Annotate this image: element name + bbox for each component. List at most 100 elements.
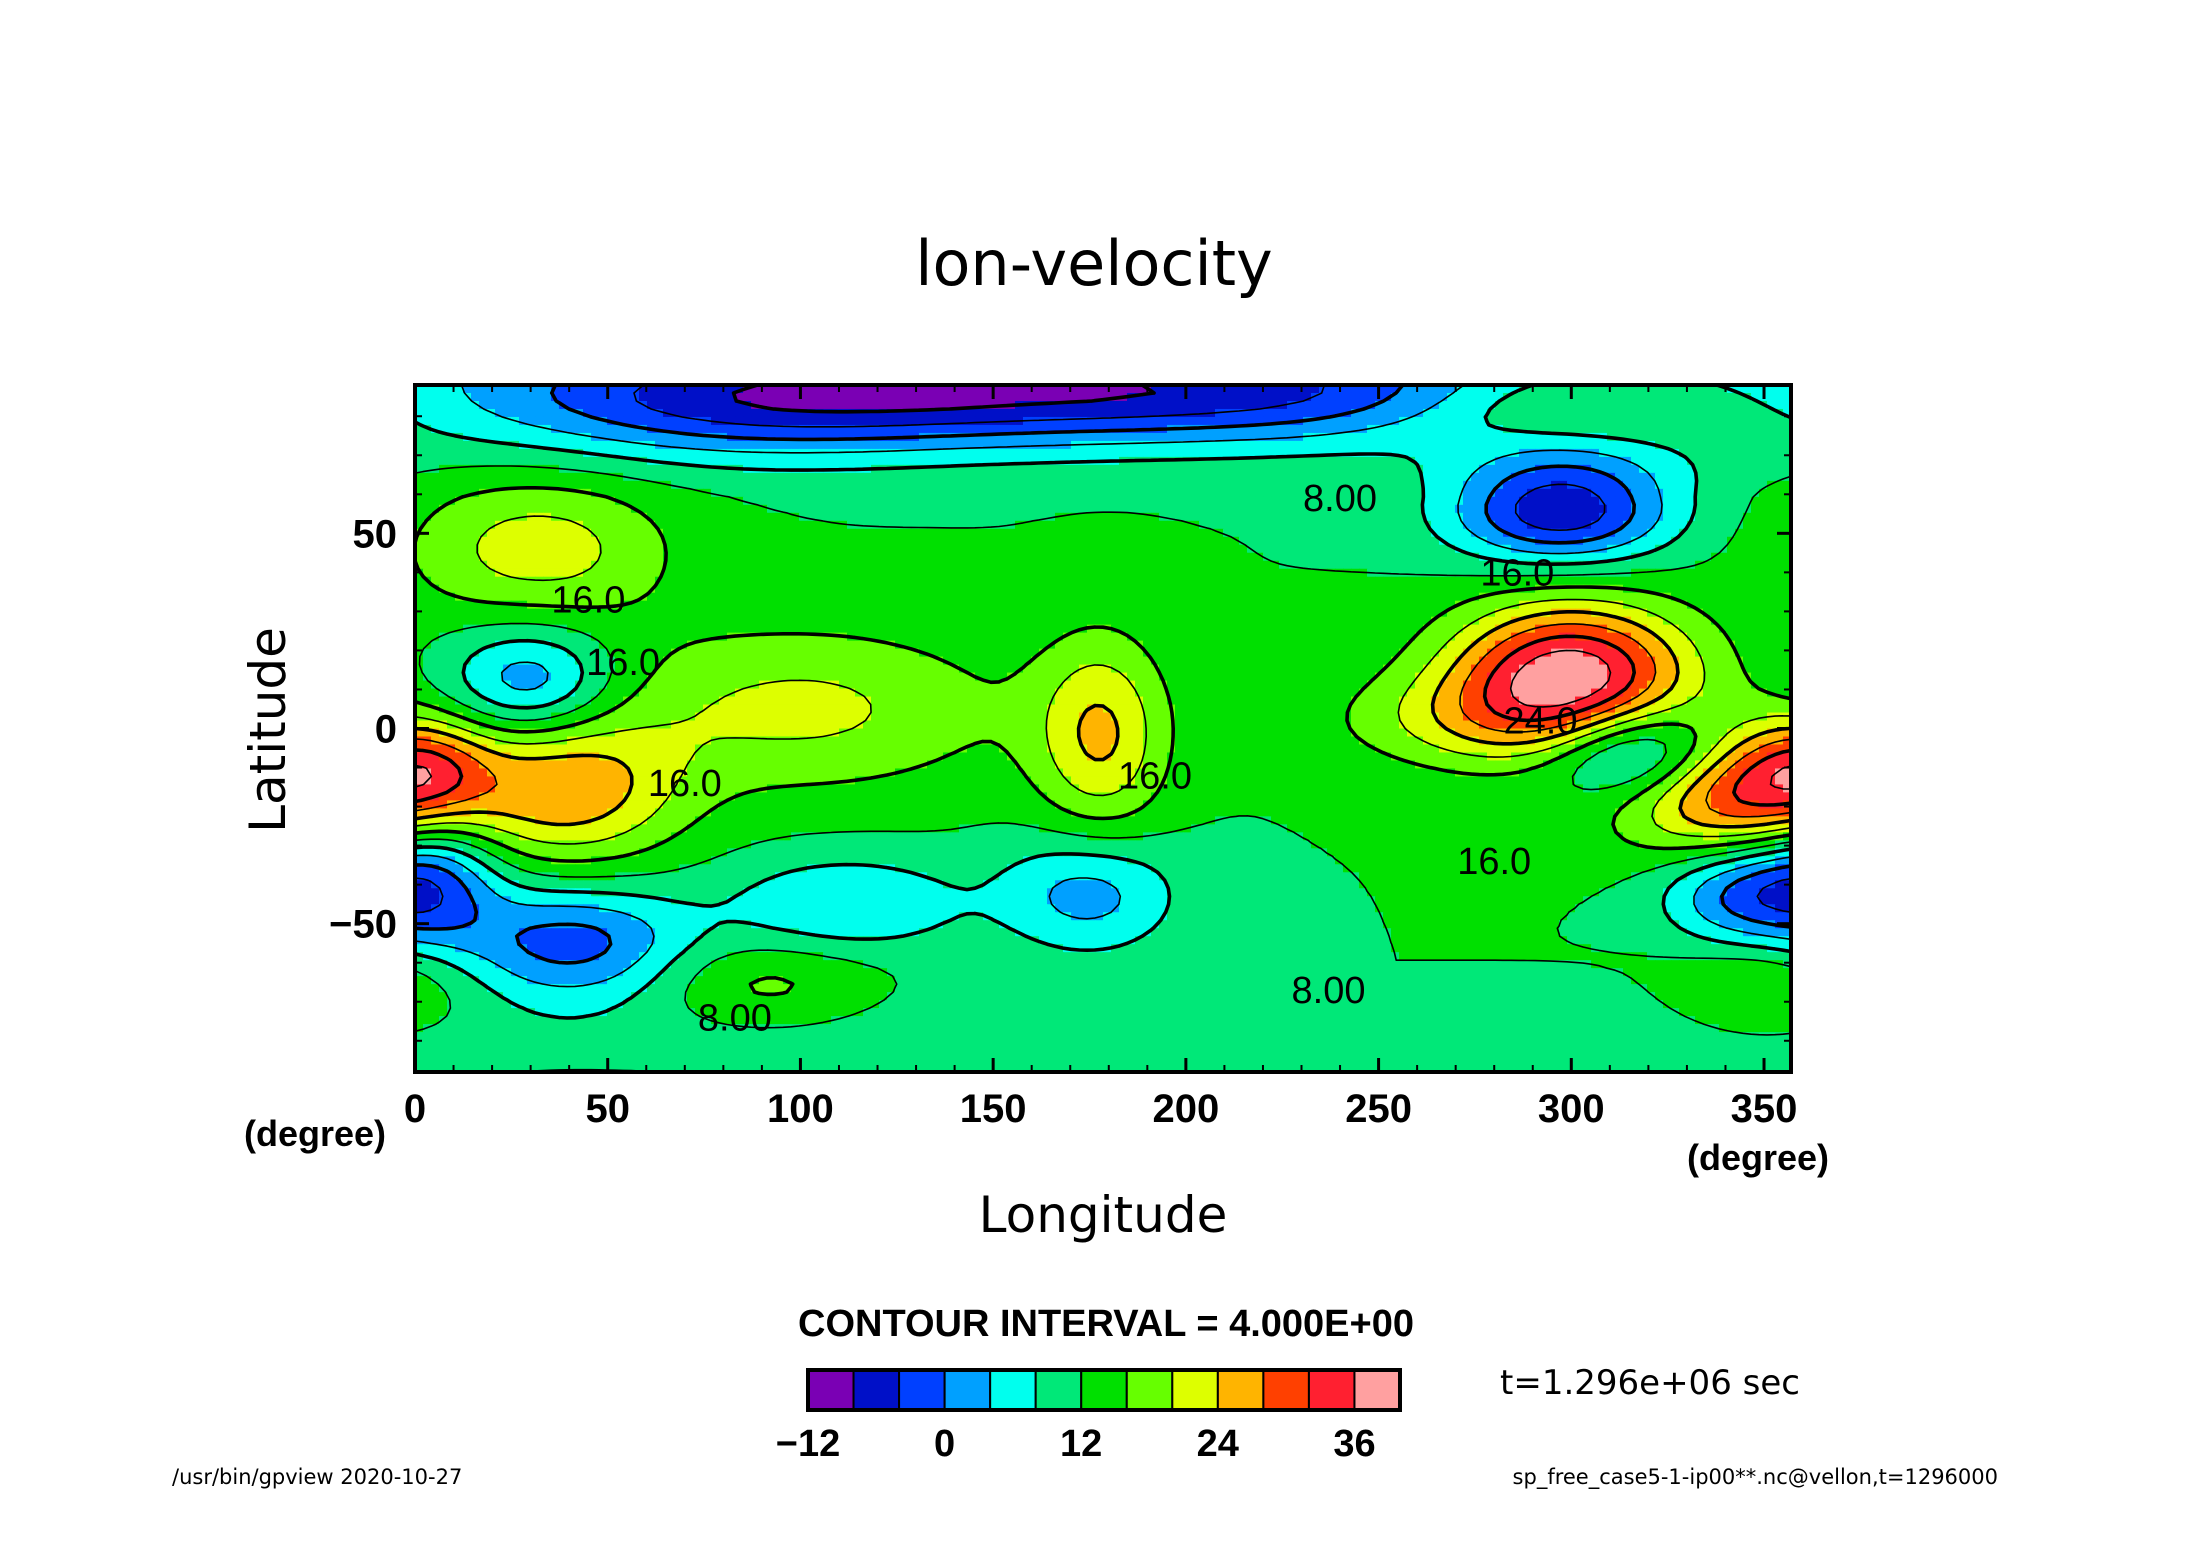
field-cell	[799, 416, 808, 426]
field-cell	[1431, 432, 1440, 442]
field-cell	[1199, 584, 1208, 594]
field-cell	[1343, 464, 1352, 474]
field-cell	[1111, 432, 1120, 442]
field-cell	[775, 552, 784, 562]
field-cell	[1767, 488, 1776, 498]
field-cell	[1519, 472, 1528, 482]
field-cell	[1719, 472, 1728, 482]
field-cell	[703, 600, 712, 610]
field-cell	[903, 544, 912, 554]
field-cell	[1495, 385, 1504, 394]
field-cell	[463, 592, 472, 602]
field-cell	[1095, 464, 1104, 474]
field-cell	[1327, 600, 1336, 610]
field-cell	[1007, 536, 1016, 546]
field-cell	[847, 472, 856, 482]
field-cell	[695, 512, 704, 522]
field-cell	[1079, 504, 1088, 514]
field-cell	[1703, 448, 1712, 458]
field-cell	[535, 576, 544, 586]
field-cell	[439, 488, 448, 498]
field-cell	[815, 576, 824, 586]
field-cell	[1743, 608, 1752, 618]
field-cell	[1663, 400, 1672, 410]
field-cell	[599, 504, 608, 514]
field-cell	[1023, 496, 1032, 506]
field-cell	[1527, 568, 1536, 578]
field-cell	[711, 576, 720, 586]
field-cell	[1271, 496, 1280, 506]
field-cell	[479, 400, 488, 410]
field-cell	[1519, 560, 1528, 570]
field-cell	[1671, 496, 1680, 506]
field-cell	[1007, 568, 1016, 578]
field-cell	[1511, 416, 1520, 426]
field-cell	[1599, 496, 1608, 506]
field-cell	[511, 392, 520, 402]
field-cell	[1031, 568, 1040, 578]
field-cell	[1055, 536, 1064, 546]
field-cell	[719, 472, 728, 482]
field-cell	[511, 536, 520, 546]
field-cell	[1351, 512, 1360, 522]
field-cell	[519, 504, 528, 514]
field-cell	[591, 544, 600, 554]
field-cell	[1007, 512, 1016, 522]
field-cell	[1247, 512, 1256, 522]
field-cell	[1087, 528, 1096, 538]
field-cell	[991, 592, 1000, 602]
field-cell	[567, 552, 576, 562]
field-cell	[1463, 600, 1472, 610]
field-cell	[1023, 464, 1032, 474]
field-cell	[1783, 432, 1792, 442]
field-cell	[1671, 528, 1680, 538]
field-cell	[919, 600, 928, 610]
field-cell	[959, 504, 968, 514]
field-cell	[1055, 528, 1064, 538]
field-cell	[1423, 448, 1432, 458]
field-cell	[1367, 385, 1376, 394]
field-cell	[495, 536, 504, 546]
field-cell	[1535, 592, 1544, 602]
field-cell	[1167, 552, 1176, 562]
field-cell	[1303, 584, 1312, 594]
field-cell	[471, 440, 480, 450]
field-cell	[431, 552, 440, 562]
field-cell	[431, 568, 440, 578]
field-cell	[1559, 544, 1568, 554]
field-cell	[1303, 408, 1312, 418]
field-cell	[895, 536, 904, 546]
field-cell	[423, 600, 432, 610]
field-cell	[1351, 408, 1360, 418]
field-cell	[447, 536, 456, 546]
field-cell	[775, 536, 784, 546]
field-cell	[1415, 528, 1424, 538]
field-cell	[1159, 480, 1168, 490]
field-cell	[1175, 504, 1184, 514]
field-cell	[871, 456, 880, 466]
field-cell	[1591, 600, 1600, 610]
field-cell	[519, 448, 528, 458]
field-cell	[919, 464, 928, 474]
field-cell	[1527, 528, 1536, 538]
field-cell	[1623, 448, 1632, 458]
field-cell	[1263, 560, 1272, 570]
field-cell	[639, 385, 648, 394]
field-cell	[1423, 472, 1432, 482]
field-cell	[1159, 496, 1168, 506]
field-cell	[1071, 392, 1080, 402]
field-cell	[1559, 600, 1568, 610]
field-cell	[1143, 392, 1152, 402]
field-cell	[535, 544, 544, 554]
field-cell	[423, 560, 432, 570]
field-cell	[823, 385, 832, 394]
field-cell	[1623, 432, 1632, 442]
field-cell	[1015, 536, 1024, 546]
field-cell	[567, 472, 576, 482]
field-cell	[1639, 528, 1648, 538]
field-cell	[1127, 600, 1136, 610]
field-cell	[1783, 385, 1792, 394]
field-cell	[1671, 472, 1680, 482]
field-cell	[423, 616, 432, 626]
field-cell	[1583, 576, 1592, 586]
